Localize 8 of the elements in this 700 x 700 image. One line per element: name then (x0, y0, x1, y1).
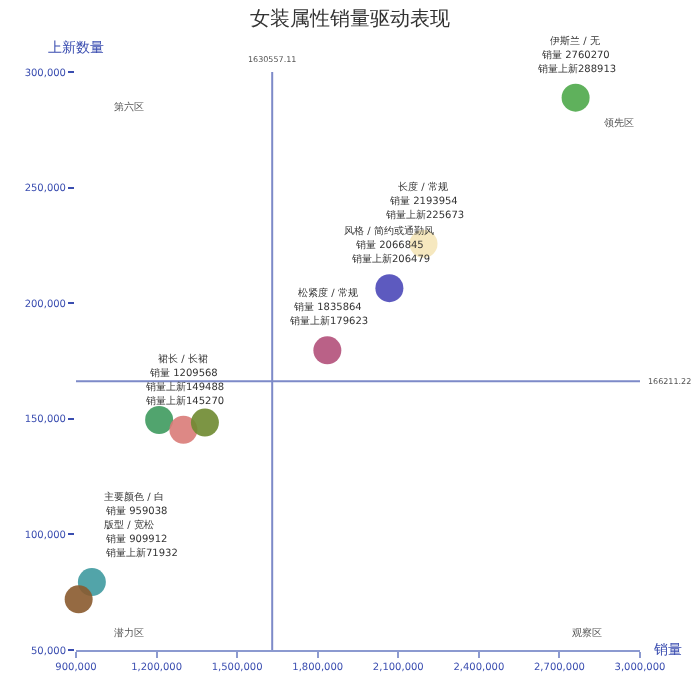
chart-title: 女装属性销量驱动表现 (250, 6, 450, 31)
point (313, 336, 342, 365)
point (145, 405, 174, 434)
point (169, 415, 198, 444)
point (375, 274, 404, 303)
point (64, 585, 93, 614)
point (190, 408, 219, 437)
point (561, 83, 590, 112)
